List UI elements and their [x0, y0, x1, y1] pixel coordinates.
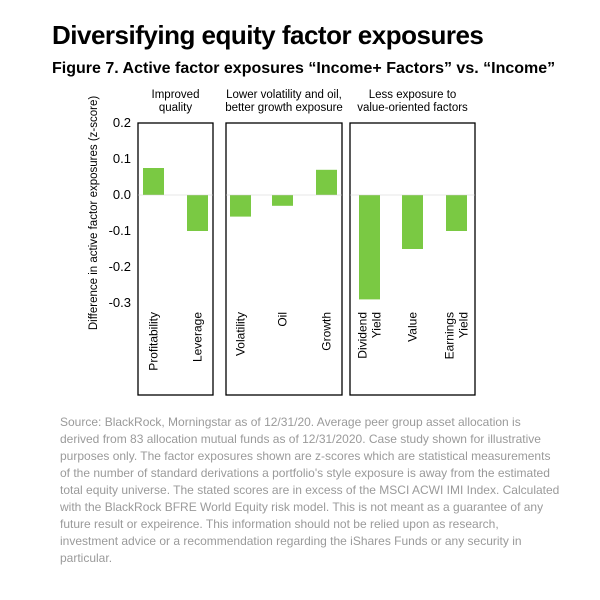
bar: [230, 195, 251, 217]
category-label: Yield: [370, 312, 384, 338]
source-note: Source: BlackRock, Morningstar as of 12/…: [60, 415, 560, 565]
category-label: Earnings: [443, 312, 457, 359]
chart-subtitle: Figure 7. Active factor exposures “Incom…: [52, 60, 556, 77]
bar: [272, 195, 293, 206]
chart-title: Diversifying equity factor exposures: [52, 20, 484, 50]
panel-header: quality: [159, 102, 192, 114]
panel-header: Improved: [152, 89, 200, 101]
y-tick-label: -0.3: [109, 295, 131, 310]
category-label: Profitability: [147, 312, 161, 371]
panel-header: value-oriented factors: [357, 102, 468, 114]
panel-header: better growth exposure: [225, 102, 343, 114]
y-tick-label: 0.1: [113, 151, 131, 166]
bar: [316, 169, 337, 195]
category-label: Oil: [276, 312, 290, 327]
category-label: Growth: [320, 312, 334, 351]
bar: [359, 195, 380, 300]
y-tick-label: 0.2: [113, 115, 131, 130]
panel-frame: [225, 122, 343, 396]
y-tick-label: -0.1: [109, 223, 131, 238]
bar: [187, 195, 208, 231]
panel-frame: [349, 122, 476, 396]
bar: [402, 195, 423, 249]
panel-header: Less exposure to: [369, 89, 457, 101]
category-label: Volatility: [234, 312, 248, 356]
panel-header: Lower volatility and oil,: [226, 89, 342, 101]
category-label: Dividend: [356, 312, 370, 359]
y-axis-title: Difference in active factor exposures (z…: [88, 96, 100, 331]
panel-frame: [137, 122, 214, 396]
y-tick-label: -0.2: [109, 259, 131, 274]
category-label: Leverage: [191, 312, 205, 362]
bar: [143, 168, 164, 195]
y-tick-label: 0.0: [113, 187, 131, 202]
category-label: Value: [406, 312, 420, 342]
factor-exposure-chart: Difference in active factor exposures (z…: [88, 89, 476, 396]
bar: [446, 195, 467, 231]
category-label: Yield: [457, 312, 471, 338]
